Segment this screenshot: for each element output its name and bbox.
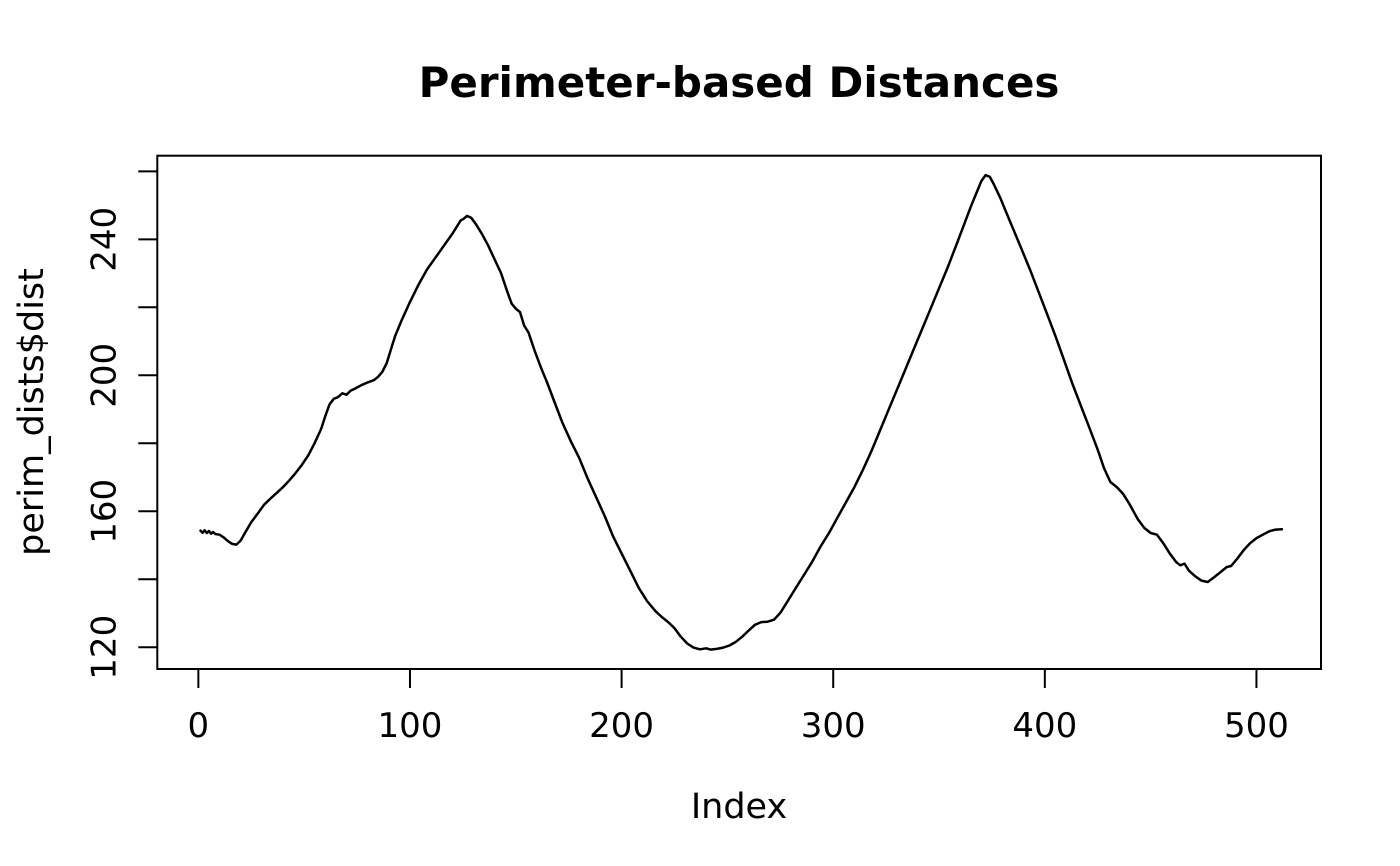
x-tick-label: 300 [801, 706, 866, 746]
y-tick-label: 160 [84, 479, 124, 544]
plot-box [156, 154, 1322, 670]
y-tick-label: 240 [84, 207, 124, 272]
x-tick-label: 100 [378, 706, 443, 746]
y-axis-label: perim_dists$dist [12, 268, 52, 556]
y-tick-label: 120 [84, 615, 124, 680]
axis-ticks: 0 100 200 300 400 500 120 160 200 240 [84, 170, 1289, 746]
x-tick-label: 500 [1224, 706, 1289, 746]
x-tick-label: 0 [188, 706, 210, 746]
x-axis-label: Index [691, 787, 787, 827]
y-tick-label: 200 [84, 343, 124, 408]
plot-title: Perimeter-based Distances [419, 58, 1060, 107]
data-line [199, 173, 1284, 651]
x-tick-label: 400 [1012, 706, 1077, 746]
x-tick-label: 200 [589, 706, 654, 746]
data-line-layer [199, 173, 1284, 651]
